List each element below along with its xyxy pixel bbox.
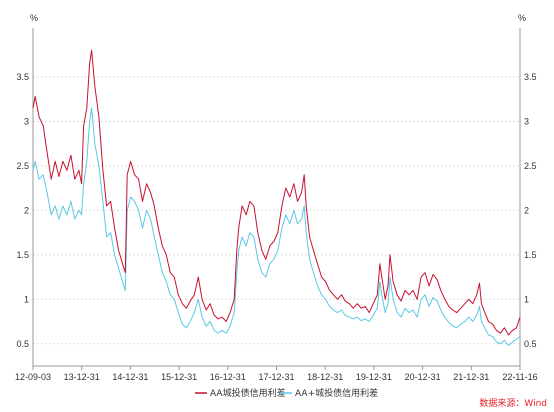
y-tick-left: 3 <box>24 116 29 126</box>
y-ticks-left: 0.5 1 1.5 2 2.5 3 3.5 <box>16 72 29 349</box>
y-tick-right: 1 <box>524 294 529 304</box>
y-tick-left: 2 <box>24 205 29 215</box>
left-axis-unit: % <box>30 13 38 23</box>
series-line-aa <box>32 49 521 336</box>
legend: AA城投债信用利差 AA+城投债信用利差 <box>195 387 378 399</box>
x-tick-label: 15-12-31 <box>161 372 197 382</box>
x-ticks: 12-09-03 13-12-31 14-12-31 15-12-31 16-12-31… <box>15 366 538 382</box>
x-tick-label: 18-12-31 <box>307 372 343 382</box>
x-tick-label: 17-12-31 <box>258 372 294 382</box>
y-tick-right: 3 <box>524 116 529 126</box>
series-lines <box>32 49 521 346</box>
y-tick-right: 2 <box>524 205 529 215</box>
y-tick-left: 1 <box>24 294 29 304</box>
x-tick-label: 21-12-31 <box>453 372 489 382</box>
y-tick-left: 2.5 <box>16 161 29 171</box>
gridlines <box>33 76 520 345</box>
y-tick-right: 3.5 <box>524 72 537 82</box>
x-tick-label: 13-12-31 <box>64 372 100 382</box>
y-tick-right: 1.5 <box>524 250 537 260</box>
x-tick-label: 12-09-03 <box>15 372 51 382</box>
y-tick-left: 0.5 <box>16 339 29 349</box>
x-tick-label: 14-12-31 <box>112 372 148 382</box>
y-tick-right: 0.5 <box>524 339 537 349</box>
right-axis-unit: % <box>518 13 526 23</box>
legend-label-aa: AA城投债信用利差 <box>210 387 286 399</box>
y-ticks-right: 0.5 1 1.5 2 2.5 3 3.5 <box>524 72 537 349</box>
data-source: 数据来源：Wind <box>479 397 547 409</box>
x-tick-label: 19-12-31 <box>356 372 392 382</box>
x-tick-label: 22-11-16 <box>502 372 537 382</box>
legend-label-aa-plus: AA+城投债信用利差 <box>295 387 378 399</box>
y-tick-left: 1.5 <box>16 250 29 260</box>
x-tick-label: 20-12-31 <box>405 372 441 382</box>
y-tick-left: 3.5 <box>16 72 29 82</box>
series-line-aa-plus <box>32 107 521 346</box>
x-tick-label: 16-12-31 <box>210 372 246 382</box>
y-tick-right: 2.5 <box>524 161 537 171</box>
